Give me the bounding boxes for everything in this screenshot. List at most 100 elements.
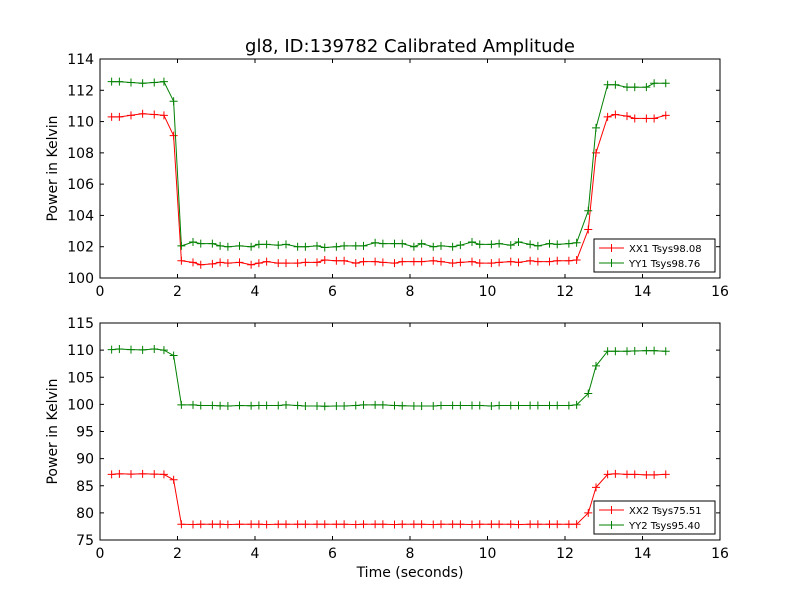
data-point-marker [196, 260, 205, 269]
data-point-marker [216, 520, 225, 529]
data-point-marker [247, 242, 256, 251]
data-point-marker [417, 257, 426, 266]
data-point-marker [475, 401, 484, 410]
data-point-marker [127, 470, 135, 479]
data-point-marker [437, 241, 445, 250]
data-point-marker [216, 258, 225, 267]
data-point-marker [526, 256, 535, 265]
data-point-marker [196, 520, 205, 529]
data-point-marker [495, 258, 504, 267]
data-point-marker [282, 240, 290, 249]
legend-label: YY1 Tsys98.76 [628, 259, 700, 270]
data-point-marker [661, 470, 670, 479]
data-point-marker [196, 401, 205, 410]
data-point-marker [247, 401, 256, 410]
data-point-marker [603, 470, 612, 479]
data-point-marker [487, 240, 496, 249]
data-point-marker [650, 346, 659, 355]
data-point-marker [630, 83, 639, 92]
x-tick-label: 4 [251, 284, 260, 300]
data-point-marker [189, 400, 197, 409]
data-point-marker [208, 520, 217, 529]
data-point-marker [189, 520, 197, 529]
data-point-marker [274, 520, 283, 529]
y-tick-label: 90 [76, 452, 94, 468]
data-point-marker [572, 238, 581, 247]
data-point-marker [487, 259, 496, 268]
data-point-marker [247, 260, 256, 269]
subplot-2: 0 2 4 6 8 10 12 14 16 75 80 85 90 95 100 105 110 115 Power… [45, 316, 729, 581]
data-point-marker [282, 400, 290, 409]
data-point-marker [378, 520, 387, 529]
legend: XX2 Tsys75.51 YY2 Tsys95.40 [593, 500, 716, 535]
data-point-marker [320, 256, 329, 265]
data-point-marker [623, 83, 631, 92]
data-point-marker [359, 241, 368, 250]
data-point-marker [592, 361, 600, 370]
data-point-marker [351, 401, 360, 410]
data-point-marker [526, 401, 535, 410]
data-point-marker [274, 241, 283, 250]
legend-item: YY2 Tsys95.40 [599, 521, 700, 532]
data-point-marker [584, 206, 593, 215]
data-point-marker [630, 470, 639, 479]
data-point-marker [332, 520, 341, 529]
data-point-marker [127, 78, 135, 87]
data-point-marker [429, 256, 438, 265]
data-point-marker [468, 401, 476, 410]
data-point-marker [592, 483, 600, 492]
y-tick-label: 75 [76, 533, 94, 549]
data-point-marker [247, 520, 256, 529]
data-point-marker [216, 241, 225, 250]
data-point-marker [150, 345, 159, 354]
series-yy1 [107, 77, 670, 252]
data-point-marker [378, 239, 387, 248]
data-point-marker [506, 401, 515, 410]
data-point-marker [223, 259, 232, 268]
data-point-marker [340, 402, 349, 411]
data-point-marker [169, 351, 178, 360]
y-tick-label: 112 [67, 83, 94, 99]
data-point-marker [332, 256, 341, 265]
data-point-marker [127, 345, 135, 354]
data-point-marker [630, 114, 639, 123]
x-tick-label: 8 [406, 284, 415, 300]
data-point-marker [235, 520, 244, 529]
data-point-marker [177, 520, 186, 529]
data-point-marker [107, 345, 116, 354]
data-point-marker [371, 520, 380, 529]
data-point-marker [313, 241, 321, 250]
data-point-marker [448, 242, 457, 251]
data-point-marker [572, 400, 581, 409]
data-point-marker [313, 402, 321, 411]
data-point-marker [262, 240, 271, 249]
data-point-marker [127, 111, 135, 120]
data-point-marker [553, 240, 562, 249]
y-tick-label: 100 [67, 271, 94, 287]
data-point-marker [262, 401, 271, 410]
data-point-marker [235, 258, 244, 267]
data-point-marker [409, 257, 418, 266]
data-point-marker [448, 259, 457, 268]
data-point-marker [572, 520, 581, 529]
data-point-marker [553, 256, 562, 265]
data-point-marker [107, 112, 116, 121]
data-point-marker [189, 238, 197, 247]
data-point-marker [398, 520, 407, 529]
data-point-marker [390, 239, 399, 248]
data-point-marker [208, 239, 217, 248]
data-point-marker [150, 78, 159, 87]
data-point-marker [169, 475, 178, 484]
y-tick-label: 95 [76, 425, 94, 441]
data-point-marker [437, 520, 445, 529]
data-point-marker [159, 77, 168, 86]
data-point-marker [301, 242, 310, 251]
data-point-marker [630, 346, 639, 355]
data-point-marker [468, 238, 476, 247]
x-tick-label: 16 [711, 284, 729, 300]
data-point-marker [545, 520, 554, 529]
data-point-marker [320, 520, 329, 529]
data-point-marker [611, 469, 620, 478]
data-point-marker [115, 77, 124, 86]
